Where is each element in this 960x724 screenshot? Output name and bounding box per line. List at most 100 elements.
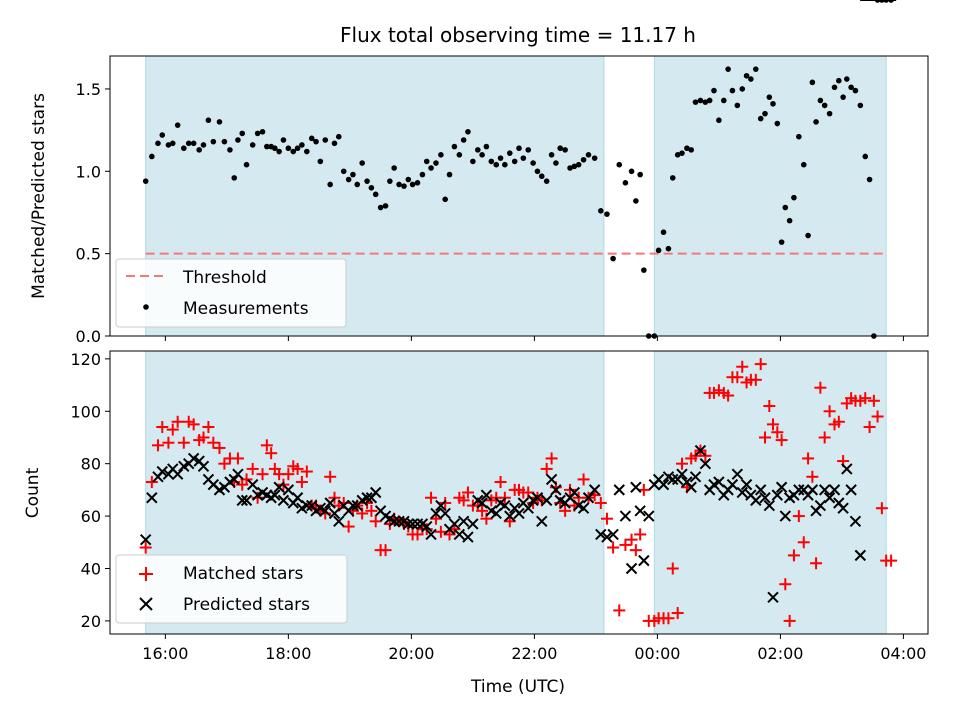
x-tick-label: 02:00: [757, 644, 803, 663]
matched-star-point: [166, 423, 179, 436]
matched-star-point: [625, 533, 638, 546]
measurement-point: [813, 119, 819, 125]
measurement-point: [817, 97, 824, 104]
matched-star-point: [613, 604, 626, 617]
matched-star-point: [187, 418, 200, 431]
measurement-point: [308, 135, 315, 142]
measurement-point: [235, 137, 241, 143]
measurement-point: [721, 97, 727, 104]
measurement-point: [734, 102, 741, 109]
predicted-star-point: [361, 492, 373, 504]
matched-star-point: [291, 462, 304, 475]
measurement-point: [174, 122, 181, 128]
measurement-point: [553, 160, 559, 166]
measurement-point: [304, 148, 310, 155]
measurement-point: [227, 147, 233, 153]
matched-star-point: [662, 612, 675, 625]
measurement-point: [844, 76, 850, 82]
measurement-point: [181, 145, 187, 152]
matched-star-point: [867, 394, 880, 407]
measurement-point: [239, 130, 246, 137]
measurement-point: [216, 119, 223, 125]
measurement-point: [548, 152, 555, 158]
measurement-point: [159, 132, 166, 138]
predicted-star-point: [146, 492, 158, 504]
measurement-point: [419, 171, 426, 178]
predicted-star-point: [793, 484, 805, 496]
bottom-axes-frame: [109, 350, 929, 635]
measurement-point: [770, 100, 776, 107]
matched-star-point: [823, 405, 836, 418]
matched-star-point: [342, 520, 355, 533]
predicted-star-point: [767, 591, 779, 604]
measurement-point: [628, 168, 635, 175]
measurement-point: [331, 140, 338, 147]
measurement-point: [674, 152, 681, 158]
measurement-point: [530, 160, 536, 166]
matched-star-point: [699, 449, 712, 462]
matched-star-point: [797, 536, 810, 549]
predicted-star-point: [588, 484, 601, 496]
chart-title: Flux total observing time = 11.17 h: [340, 23, 696, 47]
matched-star-point: [559, 504, 572, 517]
predicted-star-point: [435, 499, 447, 512]
matched-star-point: [540, 462, 553, 475]
measurement-point: [387, 178, 393, 184]
predicted-star-point: [763, 499, 776, 512]
predicted-star-point: [156, 465, 168, 478]
legend-measurements-label: Measurements: [183, 299, 309, 319]
measurement-point: [313, 138, 319, 145]
measurement-point: [706, 97, 713, 104]
measurement-point: [766, 94, 773, 100]
measurement-point: [716, 117, 722, 124]
matched-star-point: [295, 476, 308, 489]
predicted-star-point: [388, 515, 400, 528]
y-tick-label: 40: [81, 559, 101, 578]
measurement-point: [280, 137, 287, 143]
matched-star-point: [218, 457, 231, 470]
matched-star-point: [771, 426, 784, 439]
predicted-star-point: [582, 492, 595, 504]
matched-star-point: [265, 447, 278, 460]
matched-star-point: [577, 473, 590, 486]
measurement-point: [497, 155, 504, 161]
matched-star-point: [379, 544, 392, 557]
measurement-point: [757, 115, 764, 122]
matched-star-point: [802, 452, 815, 465]
matched-star-point: [671, 607, 684, 620]
measurement-point: [520, 155, 527, 161]
measurement-point: [442, 196, 448, 203]
measurement-point: [786, 217, 793, 224]
matched-star-point: [779, 578, 792, 591]
measurement-point: [580, 156, 587, 163]
predicted-star-point: [232, 468, 244, 480]
legend-threshold-label: Threshold: [182, 268, 267, 288]
matched-star-point: [763, 400, 776, 413]
predicted-star-point: [837, 502, 849, 514]
matched-star-point: [434, 525, 447, 538]
measurement-point: [285, 145, 292, 152]
measurement-point: [377, 204, 384, 211]
measurement-point: [511, 158, 518, 165]
measurement-point: [264, 143, 270, 150]
measurement-point: [848, 84, 854, 91]
matched-star-point: [476, 504, 489, 517]
matched-star-point: [365, 504, 378, 517]
predicted-star-point: [818, 484, 831, 496]
measurement-point: [359, 160, 365, 166]
measurement-point: [562, 147, 568, 153]
measurement-point: [259, 128, 266, 135]
predicted-star-point: [369, 486, 382, 499]
x-tick-label: 18:00: [265, 644, 311, 663]
measurement-point: [800, 161, 807, 168]
measurement-point: [165, 142, 172, 148]
measurement-point: [276, 148, 282, 155]
x-tick-label: 20:00: [388, 644, 434, 663]
measurement-point: [243, 161, 250, 168]
measurement-point: [317, 158, 324, 165]
matched-star-point: [767, 418, 780, 431]
measurement-point: [474, 147, 481, 153]
measurement-point: [272, 145, 278, 152]
matched-star-point: [736, 360, 749, 373]
matched-star-point: [634, 528, 647, 541]
